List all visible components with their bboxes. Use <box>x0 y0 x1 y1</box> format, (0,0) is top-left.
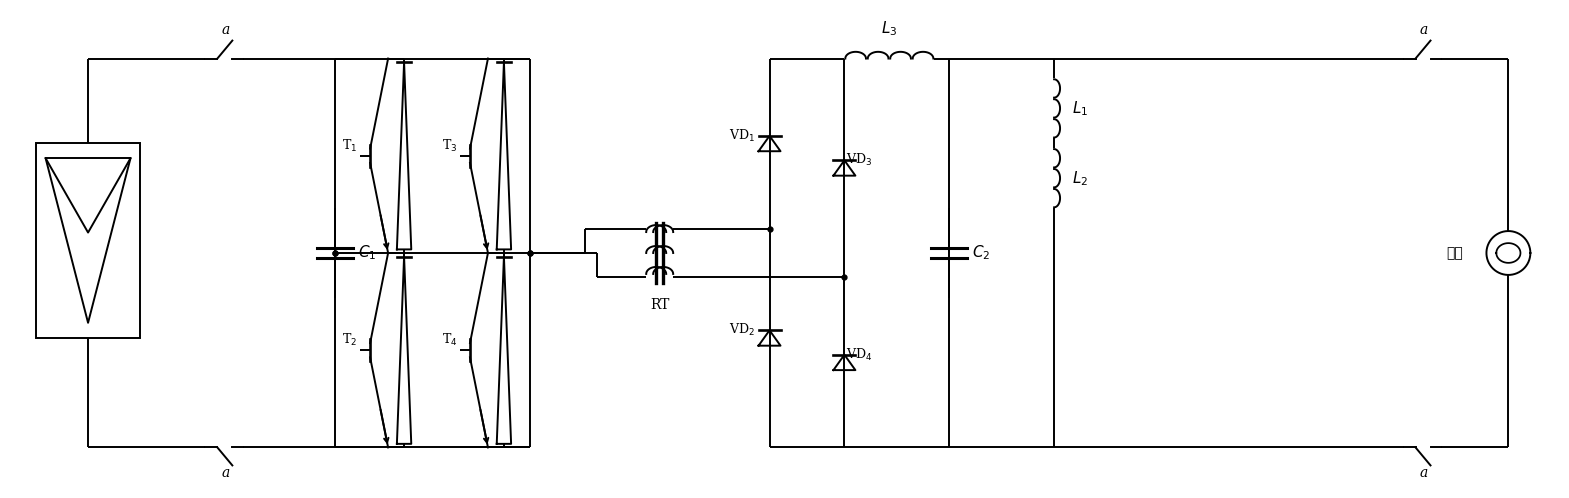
Text: T$_4$: T$_4$ <box>441 332 457 348</box>
Text: $C_2$: $C_2$ <box>973 244 990 262</box>
Text: $L_2$: $L_2$ <box>1072 169 1089 188</box>
Text: T$_2$: T$_2$ <box>342 332 358 348</box>
Text: a: a <box>1420 22 1428 36</box>
Text: VD$_4$: VD$_4$ <box>846 347 872 363</box>
Text: VD$_3$: VD$_3$ <box>846 152 872 168</box>
Text: VD$_2$: VD$_2$ <box>728 322 755 338</box>
Text: a: a <box>221 466 229 481</box>
Text: a: a <box>1420 466 1428 481</box>
Text: 电网: 电网 <box>1447 246 1464 260</box>
Text: RT: RT <box>650 298 670 312</box>
Text: $C_1$: $C_1$ <box>358 244 377 262</box>
Text: T$_3$: T$_3$ <box>441 137 457 154</box>
Text: VD$_1$: VD$_1$ <box>728 127 755 143</box>
Text: $L_3$: $L_3$ <box>882 19 897 38</box>
Text: T$_1$: T$_1$ <box>342 137 358 154</box>
Text: a: a <box>221 22 229 36</box>
Text: $L_1$: $L_1$ <box>1072 99 1089 118</box>
